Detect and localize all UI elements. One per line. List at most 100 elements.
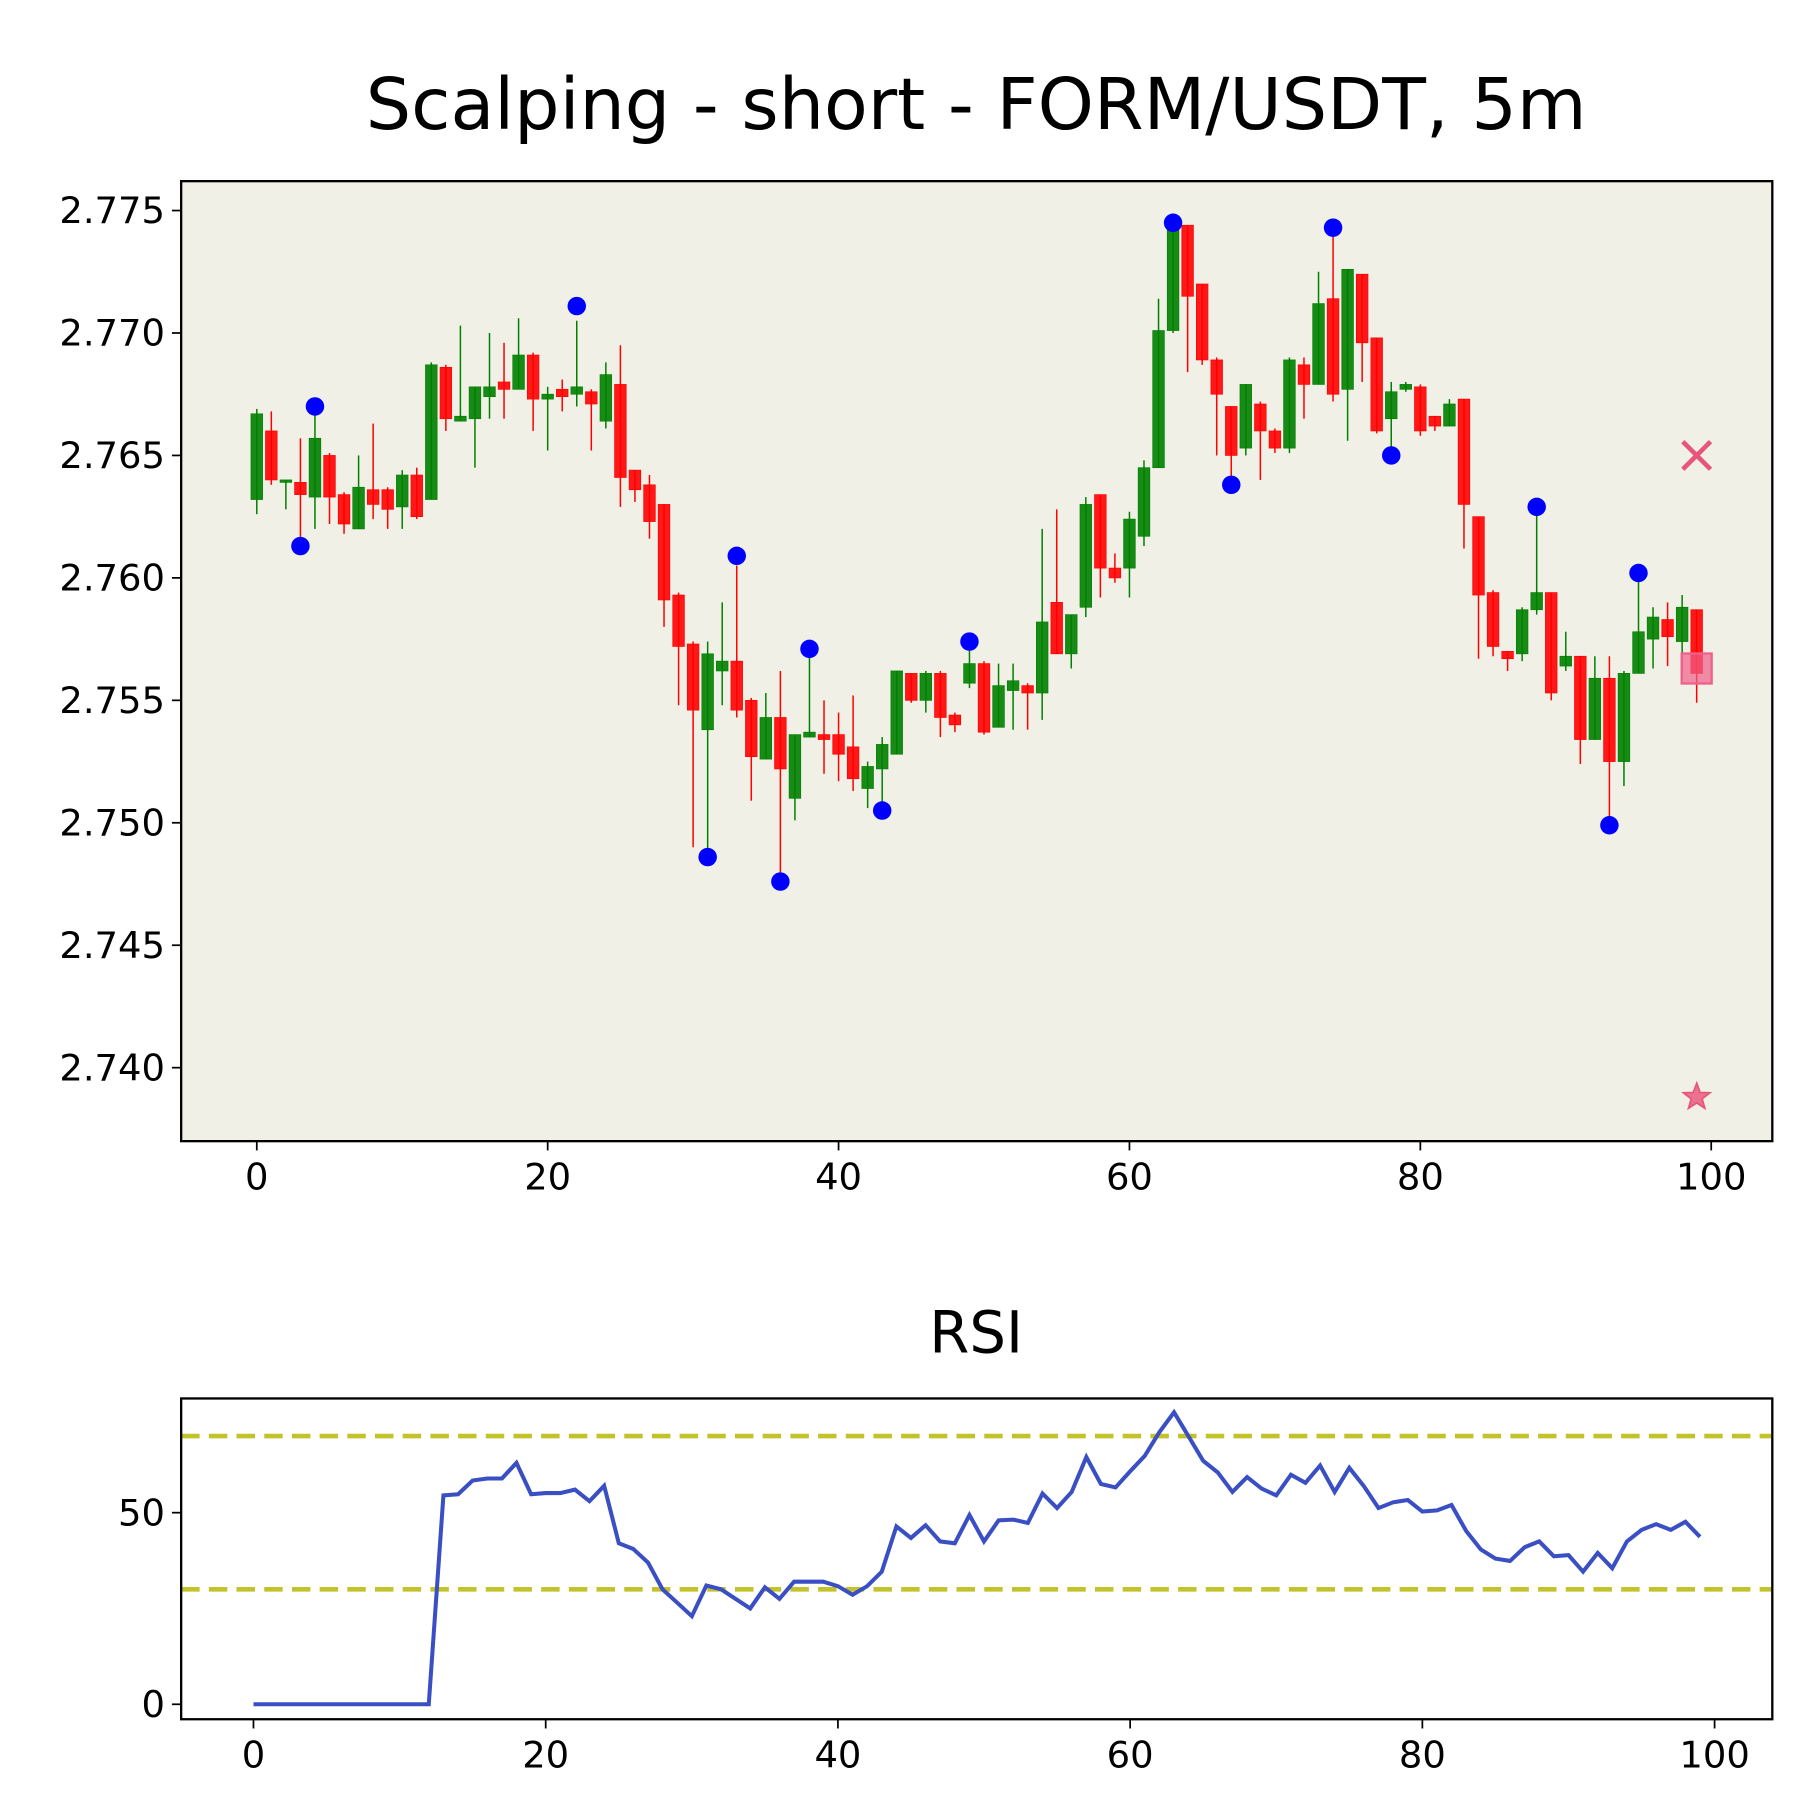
candle-body xyxy=(1617,673,1631,762)
y-tick-label: 2.775 xyxy=(59,189,165,232)
candle-body xyxy=(1123,518,1136,569)
candle-body xyxy=(599,374,613,422)
y-tick-label: 2.750 xyxy=(59,801,165,844)
chart-title: Scalping - short - FORM/USDT, 5m xyxy=(366,63,1587,146)
candle-body xyxy=(1181,224,1194,297)
signal-dot xyxy=(567,296,586,316)
signal-dot xyxy=(1600,816,1619,835)
signal-dot xyxy=(960,632,979,651)
candle-body xyxy=(1385,391,1398,420)
candle-body xyxy=(730,660,743,711)
candle-body xyxy=(1166,224,1180,331)
candle-body xyxy=(308,437,322,498)
candle-body xyxy=(977,663,991,733)
candle-body xyxy=(1545,592,1558,694)
candle-body xyxy=(425,364,438,500)
candle-body xyxy=(483,386,496,398)
candle-body xyxy=(803,731,816,738)
rsi-title: RSI xyxy=(929,1298,1023,1366)
signal-dot xyxy=(305,397,325,416)
candle-body xyxy=(541,393,554,400)
signal-dot xyxy=(1382,446,1401,465)
candle-body xyxy=(1152,330,1165,469)
candle-body xyxy=(657,504,671,601)
signal-dot xyxy=(771,872,790,891)
candle-body xyxy=(628,469,642,491)
candle-body xyxy=(585,391,598,405)
signal-dot xyxy=(800,639,819,659)
candle-body xyxy=(1137,467,1151,537)
signal-dot xyxy=(698,847,717,867)
candle-body xyxy=(366,489,380,505)
signal-dot xyxy=(872,801,892,820)
candle-body xyxy=(1530,592,1543,611)
candle-body xyxy=(1457,398,1471,505)
candle-body xyxy=(1021,685,1034,694)
candle-body xyxy=(1370,337,1383,432)
candle-body xyxy=(454,415,467,422)
candle-body xyxy=(497,381,511,390)
candle-body xyxy=(323,455,336,498)
x-tick-label: 100 xyxy=(1679,1734,1749,1777)
candle-body xyxy=(1297,364,1311,385)
candle-body xyxy=(381,489,394,510)
y-tick-label: 2.770 xyxy=(59,312,165,355)
candle-body xyxy=(1283,359,1296,449)
candle-body xyxy=(716,660,729,672)
candle-body xyxy=(468,386,482,420)
candle-body xyxy=(526,354,540,400)
candle-body xyxy=(1225,406,1238,456)
candle-body xyxy=(1108,567,1122,579)
candle-body xyxy=(963,663,976,684)
y-tick-label: 50 xyxy=(118,1491,165,1534)
candle-body xyxy=(1210,359,1223,395)
candle-body xyxy=(570,386,583,395)
signal-dot xyxy=(1323,218,1343,237)
candle-body xyxy=(1472,516,1485,596)
candle-body xyxy=(352,486,365,530)
candle-body xyxy=(948,714,962,726)
candle-body xyxy=(1661,619,1674,638)
x-tick-label: 80 xyxy=(1397,1156,1444,1199)
x-tick-label: 0 xyxy=(242,1734,265,1777)
candle-body xyxy=(1312,303,1325,385)
candle-body xyxy=(1065,614,1078,655)
candle-body xyxy=(1079,504,1092,608)
candle-body xyxy=(788,734,802,799)
candle-body xyxy=(556,388,569,398)
candle-body xyxy=(279,479,293,483)
x-tick-label: 40 xyxy=(815,1156,862,1199)
plot-frame xyxy=(180,180,1774,1143)
candle-body xyxy=(1501,651,1514,660)
candle-body xyxy=(1036,621,1049,694)
candle-body xyxy=(672,594,685,647)
candle-body xyxy=(643,484,656,522)
candle-body xyxy=(1603,677,1616,762)
candle-body xyxy=(410,474,423,518)
rsi-line xyxy=(253,1408,1702,1707)
candle-body xyxy=(1414,386,1427,432)
candle-body xyxy=(337,494,351,525)
candle-body xyxy=(1428,415,1442,427)
candle-body xyxy=(861,766,874,789)
y-tick-label: 2.765 xyxy=(59,434,165,477)
x-tick-label: 100 xyxy=(1676,1156,1746,1199)
candle-body xyxy=(934,673,947,718)
x-tick-label: 20 xyxy=(522,1734,569,1777)
candle-body xyxy=(876,744,889,770)
candle-body xyxy=(905,673,918,701)
candle-body xyxy=(396,474,409,508)
candle-body xyxy=(1559,655,1572,667)
x-tick-label: 60 xyxy=(1106,1156,1153,1199)
x-tick-label: 80 xyxy=(1399,1734,1446,1777)
x-tick-label: 60 xyxy=(1107,1734,1154,1777)
candle-body xyxy=(1050,602,1063,655)
y-tick-label: 2.740 xyxy=(59,1046,165,1089)
candle-body xyxy=(1399,384,1412,390)
signal-dot xyxy=(1527,497,1546,517)
x-tick-label: 40 xyxy=(814,1734,861,1777)
candle-body xyxy=(1341,268,1354,390)
candle-body xyxy=(1268,430,1282,449)
